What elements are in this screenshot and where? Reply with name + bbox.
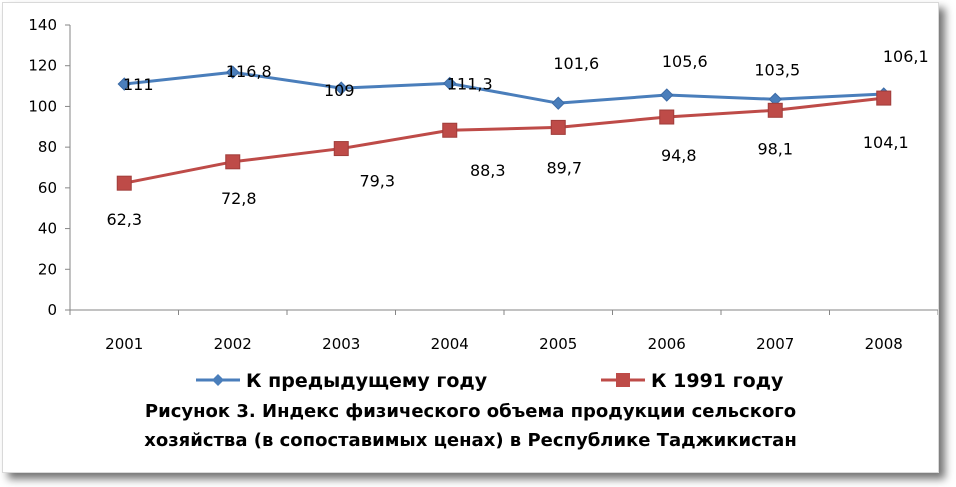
data-label: 109 [324, 81, 355, 100]
data-label: 88,3 [470, 161, 506, 180]
y-tick-label: 0 [47, 301, 57, 319]
data-label: 62,3 [106, 210, 142, 229]
data-label: 103,5 [754, 60, 800, 79]
data-label: 89,7 [546, 158, 582, 177]
chart-frame: 0 20 40 60 80 100 120 140 2001 2002 2003 2004 2005 20… [2, 2, 939, 473]
data-point-square [333, 141, 349, 157]
data-point-square [442, 122, 458, 138]
y-tick-label: 60 [38, 179, 57, 197]
line-chart: 0 20 40 60 80 100 120 140 2001 2002 2003 2004 2005 20… [28, 16, 938, 392]
data-point-diamond [551, 96, 565, 110]
data-label: 111,3 [447, 74, 493, 93]
y-tick-label: 80 [38, 138, 57, 156]
data-point-square [550, 119, 566, 135]
data-label: 105,6 [662, 52, 708, 71]
data-point-square [876, 90, 892, 106]
data-label: 104,1 [863, 133, 909, 152]
figure-caption-line-1: Рисунок 3. Индекс физического объема про… [144, 401, 797, 422]
x-tick-label: 2008 [865, 335, 903, 353]
y-tick-label: 120 [28, 57, 57, 75]
data-point-diamond [334, 81, 348, 95]
data-label: 79,3 [359, 172, 395, 191]
data-point-diamond [117, 77, 131, 91]
y-tick-label: 100 [28, 97, 57, 115]
x-tick-label: 2007 [756, 335, 794, 353]
series-line-2 [123, 96, 884, 185]
y-tick-label: 140 [28, 16, 57, 34]
data-point-diamond [660, 88, 674, 102]
x-tick-label: 2003 [322, 335, 360, 353]
x-tick-label: 2005 [539, 335, 577, 353]
data-point-square [659, 109, 675, 125]
figure-caption-line-2: хозяйства (в сопоставимых ценах) в Респу… [144, 430, 797, 451]
x-tick-label: 2001 [105, 335, 143, 353]
data-point-diamond [226, 65, 240, 79]
data-label: 72,8 [221, 189, 257, 208]
data-label: 98,1 [757, 139, 793, 158]
data-label: 101,6 [553, 54, 599, 73]
x-tick-label: 2004 [431, 335, 469, 353]
legend-label-1: К предыдущему году [246, 370, 488, 392]
legend-marker-square [616, 373, 630, 387]
x-tick-label: 2002 [214, 335, 252, 353]
data-point-square [225, 154, 241, 170]
data-label: 116,8 [226, 62, 272, 81]
legend-label-2: К 1991 году [651, 370, 784, 392]
data-point-diamond [443, 76, 457, 91]
x-tick-label: 2006 [648, 335, 686, 353]
y-tick-label: 20 [38, 260, 57, 278]
data-label: 111 [123, 75, 154, 94]
data-label: 106,1 [883, 47, 929, 66]
data-point-square [767, 102, 783, 118]
series-line-1 [124, 70, 884, 105]
data-label: 94,8 [661, 146, 697, 165]
y-tick-label: 40 [38, 220, 57, 238]
data-point-square [116, 175, 132, 191]
legend-marker-diamond [212, 374, 224, 386]
